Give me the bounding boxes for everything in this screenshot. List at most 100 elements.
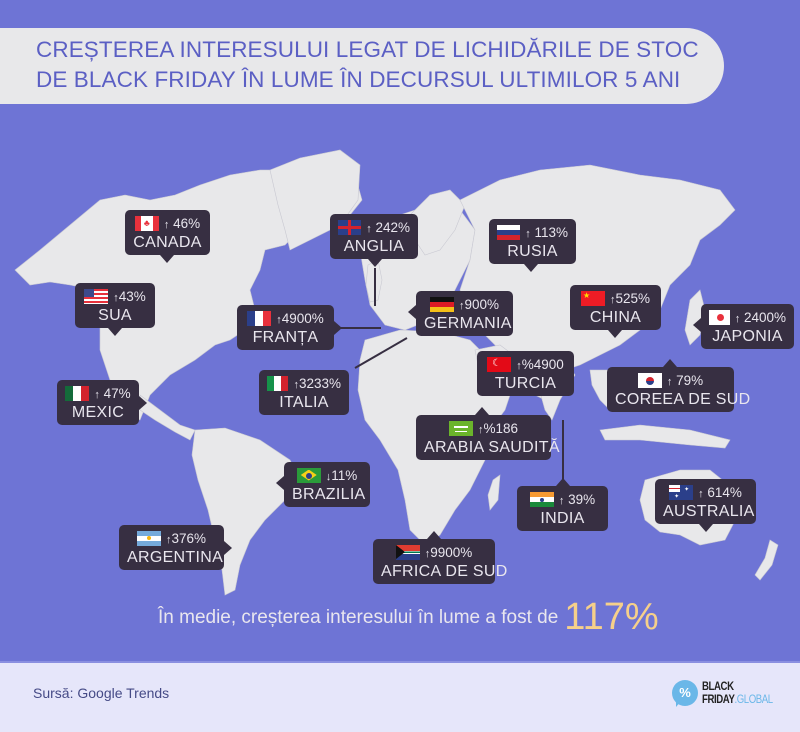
- turkey-flag-icon: ☾: [487, 356, 512, 372]
- tail: [139, 396, 147, 410]
- black-friday-global-logo[interactable]: % BLACK FRIDAY.GLOBAL: [672, 677, 792, 717]
- title-line-1: CREȘTEREA INTERESULUI LEGAT DE LICHIDĂRI…: [36, 37, 699, 62]
- canada-flag-icon: ♣: [134, 215, 159, 231]
- callout-turcia[interactable]: ☾ ↑%4900 TURCIA: [477, 351, 574, 396]
- callout-brazilia[interactable]: ↓11% BRAZILIA: [284, 462, 370, 507]
- callout-mexic[interactable]: ↑ 47% MEXIC: [57, 380, 139, 425]
- canada-name: CANADA: [133, 234, 202, 251]
- australia-flag-icon: ✦ ✦: [669, 484, 694, 500]
- callout-china[interactable]: ★ ↑525% CHINA: [570, 285, 661, 330]
- australia-value: 614%: [707, 484, 742, 500]
- central-america-land: [139, 394, 196, 441]
- tail: [693, 318, 701, 332]
- callout-rusia[interactable]: ↑ 113% RUSIA: [489, 219, 576, 264]
- germania-name: GERMANIA: [424, 315, 512, 332]
- tail: [276, 476, 284, 490]
- coreea-value: 79%: [676, 372, 704, 388]
- callout-australia[interactable]: ✦ ✦ ↑ 614% AUSTRALIA: [655, 479, 756, 524]
- tail: [224, 541, 232, 555]
- italy-flag-icon: [267, 375, 289, 391]
- russia-flag-icon: [497, 224, 521, 240]
- source-text: Sursă: Google Trends: [33, 685, 170, 701]
- tail: [524, 264, 538, 272]
- india-flag-icon: [529, 491, 554, 507]
- anglia-name: ANGLIA: [343, 238, 405, 255]
- callout-india[interactable]: ↑ 39% INDIA: [517, 486, 608, 531]
- germany-flag-icon: [429, 296, 454, 312]
- north-america-land: [14, 157, 363, 421]
- logo-line-2: FRIDAY.GLOBAL: [702, 692, 773, 706]
- argentina-flag-icon: [136, 530, 161, 546]
- callout-sua[interactable]: ↑43% SUA: [75, 283, 155, 328]
- saudi-flag-icon: [448, 420, 473, 436]
- bubble-tail: [676, 701, 681, 707]
- mexic-value: 47%: [103, 385, 131, 401]
- tail: [663, 359, 677, 367]
- canada-value: 46%: [173, 215, 201, 231]
- title-line-2: DE BLACK FRIDAY ÎN LUME ÎN DECURSUL ULTI…: [36, 67, 681, 92]
- tail: [608, 330, 622, 338]
- australia-name: AUSTRALIA: [663, 503, 755, 520]
- callout-arabia[interactable]: ↑%186 ARABIA SAUDITĂ: [416, 415, 560, 460]
- callout-italia[interactable]: ↑3233% ITALIA: [259, 370, 349, 415]
- callout-anglia[interactable]: ↑ 242% ANGLIA: [330, 214, 418, 259]
- usa-flag-icon: [84, 288, 109, 304]
- japonia-value: 2400%: [743, 309, 786, 325]
- italia-value: 3233%: [298, 375, 341, 391]
- madagascar-land: [487, 474, 501, 511]
- tail: [368, 259, 382, 267]
- callout-franta[interactable]: ↑4900% FRANȚA: [237, 305, 334, 350]
- franta-value: 4900%: [281, 310, 324, 326]
- tail: [427, 531, 441, 539]
- tail: [408, 305, 416, 319]
- argentina-value: 376%: [171, 530, 207, 546]
- callout-canada[interactable]: ♣ ↑ 46% CANADA: [125, 210, 210, 255]
- tail: [699, 524, 713, 532]
- africa-name: AFRICA DE SUD: [381, 563, 508, 580]
- germania-value: 900%: [464, 296, 500, 312]
- logo-line-1: BLACK: [702, 679, 734, 693]
- china-value: 525%: [615, 290, 651, 306]
- callout-germania[interactable]: ↑900% GERMANIA: [416, 291, 513, 336]
- anglia-value: 242%: [375, 219, 410, 235]
- percent-bubble-icon: %: [672, 680, 698, 706]
- summary-text: În medie, creșterea interesului în lume …: [158, 607, 559, 628]
- turcia-value: %4900: [521, 356, 564, 372]
- sua-value: 43%: [118, 288, 146, 304]
- tail: [475, 407, 489, 415]
- franta-name: FRANȚA: [252, 329, 319, 346]
- africa-value: 9900%: [430, 544, 473, 560]
- title-banner: CREȘTEREA INTERESULUI LEGAT DE LICHIDĂRI…: [0, 28, 724, 104]
- brazilia-name: BRAZILIA: [292, 486, 366, 503]
- leader-anglia: [374, 268, 376, 306]
- japonia-name: JAPONIA: [712, 328, 783, 345]
- tail: [108, 328, 122, 336]
- china-flag-icon: ★: [580, 290, 605, 306]
- summary-value: 117%: [564, 596, 659, 638]
- uk-flag-icon: [338, 219, 362, 235]
- japan-flag-icon: [709, 309, 730, 325]
- korea-flag-icon: [637, 372, 662, 388]
- callout-argentina[interactable]: ↑376% ARGENTINA: [119, 525, 224, 570]
- brazil-flag-icon: [296, 467, 321, 483]
- callout-japonia[interactable]: ↑ 2400% JAPONIA: [701, 304, 794, 349]
- leader-india: [562, 420, 564, 488]
- rusia-name: RUSIA: [507, 243, 558, 260]
- brazilia-value: 11%: [331, 467, 358, 483]
- footer: Sursă: Google Trends % BLACK FRIDAY.GLOB…: [0, 661, 800, 732]
- callout-coreea[interactable]: ↑ 79% COREEA DE SUD: [607, 367, 750, 412]
- arabia-name: ARABIA SAUDITĂ: [424, 439, 560, 456]
- south-africa-flag-icon: [395, 544, 420, 560]
- callout-africa[interactable]: ↑9900% AFRICA DE SUD: [373, 539, 508, 584]
- rusia-value: 113%: [534, 224, 568, 240]
- leader-franta: [331, 327, 381, 329]
- indonesia-land: [599, 424, 731, 449]
- italia-name: ITALIA: [279, 394, 329, 411]
- mexic-name: MEXIC: [71, 404, 125, 421]
- argentina-name: ARGENTINA: [127, 549, 224, 566]
- tail: [334, 321, 342, 335]
- scandinavia-land: [409, 189, 466, 256]
- new-zealand-land: [754, 539, 779, 581]
- turcia-name: TURCIA: [494, 375, 557, 392]
- arabia-value: %186: [483, 420, 519, 436]
